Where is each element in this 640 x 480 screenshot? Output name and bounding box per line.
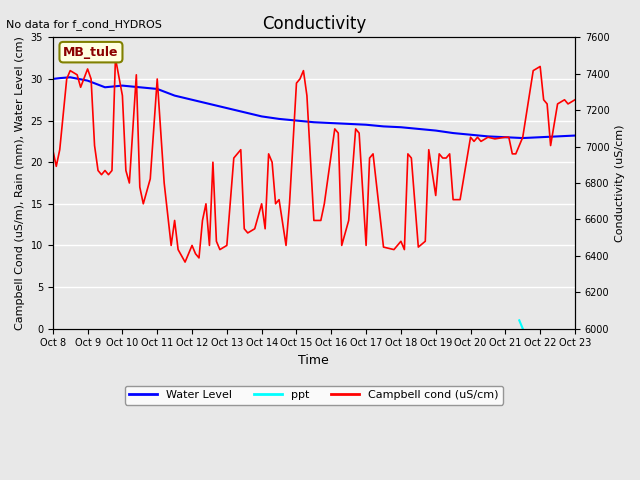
Campbell cond (uS/cm) xyxy=(49,147,56,153)
Water Level xyxy=(84,78,92,84)
Title: Conductivity: Conductivity xyxy=(262,15,366,33)
Line: Campbell cond (uS/cm): Campbell cond (uS/cm) xyxy=(52,58,575,262)
Water Level xyxy=(171,93,179,98)
Water Level xyxy=(275,116,283,122)
Campbell cond (uS/cm) xyxy=(111,55,119,61)
Campbell cond (uS/cm) xyxy=(181,259,189,265)
Water Level xyxy=(415,126,422,132)
Legend: Water Level, ppt, Campbell cond (uS/cm): Water Level, ppt, Campbell cond (uS/cm) xyxy=(125,386,503,405)
Water Level xyxy=(519,135,527,141)
Water Level xyxy=(310,120,317,125)
Text: No data for f_cond_HYDROS: No data for f_cond_HYDROS xyxy=(6,19,163,30)
Water Level xyxy=(118,83,126,88)
Water Level xyxy=(397,124,404,130)
Water Level xyxy=(136,84,143,90)
Water Level xyxy=(188,97,196,103)
Water Level xyxy=(554,133,561,139)
Water Level xyxy=(56,75,63,81)
Line: Water Level: Water Level xyxy=(52,77,575,138)
Water Level xyxy=(502,134,509,140)
Campbell cond (uS/cm) xyxy=(268,159,276,165)
Water Level xyxy=(328,120,335,126)
Water Level xyxy=(571,132,579,138)
Campbell cond (uS/cm) xyxy=(244,230,252,236)
Water Level xyxy=(380,123,387,129)
Water Level xyxy=(67,74,74,80)
Water Level xyxy=(258,114,266,120)
Water Level xyxy=(205,101,213,107)
ppt xyxy=(515,317,523,323)
Campbell cond (uS/cm) xyxy=(425,147,433,153)
Water Level xyxy=(345,121,353,127)
Water Level xyxy=(292,118,300,123)
Water Level xyxy=(467,132,474,138)
Water Level xyxy=(484,133,492,139)
Line: ppt: ppt xyxy=(519,320,523,329)
Water Level xyxy=(154,86,161,92)
Text: MB_tule: MB_tule xyxy=(63,46,119,59)
Campbell cond (uS/cm) xyxy=(108,168,116,173)
Water Level xyxy=(223,105,230,111)
Water Level xyxy=(362,122,370,128)
ppt xyxy=(519,326,527,332)
Campbell cond (uS/cm) xyxy=(571,97,579,103)
Campbell cond (uS/cm) xyxy=(432,192,440,198)
Y-axis label: Conductivity (uS/cm): Conductivity (uS/cm) xyxy=(615,124,625,242)
Campbell cond (uS/cm) xyxy=(52,164,60,169)
X-axis label: Time: Time xyxy=(298,354,329,367)
Water Level xyxy=(432,128,440,133)
Water Level xyxy=(241,109,248,115)
Water Level xyxy=(49,76,56,82)
Water Level xyxy=(449,130,457,136)
Water Level xyxy=(536,134,544,140)
Water Level xyxy=(101,84,109,90)
Y-axis label: Campbell Cond (uS/m), Rain (mm), Water Level (cm): Campbell Cond (uS/m), Rain (mm), Water L… xyxy=(15,36,25,330)
